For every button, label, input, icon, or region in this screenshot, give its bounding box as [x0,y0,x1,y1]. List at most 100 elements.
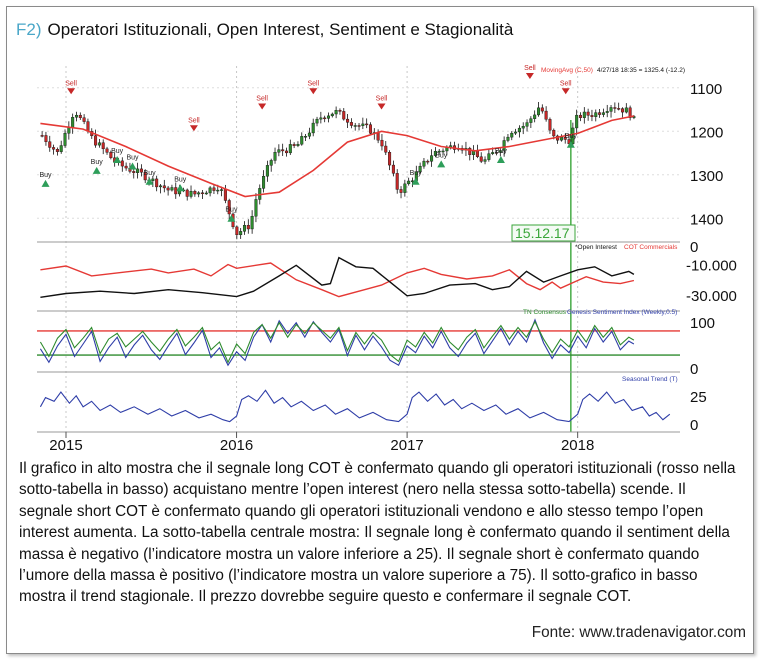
price-candle [403,183,407,193]
price-candle [494,152,498,154]
price-candle [105,148,109,153]
price-candle [155,178,159,188]
sell-signal-label: Sell [524,65,536,72]
price-tick-label: 1400 [690,211,723,228]
price-candle [502,140,506,151]
buy-signal-label: Buy [435,152,448,159]
price-candle [334,109,338,115]
price-candle [319,117,323,120]
sell-signal-label: Sell [65,80,77,87]
cot-tick-label: -10.000 [686,257,737,274]
price-candle [63,133,67,146]
price-candle [613,107,617,109]
price-tick-label: 1300 [690,168,723,185]
buy-signal-marker [92,166,101,174]
sell-signal-label: Sell [307,80,319,87]
x-tick-label: 2016 [220,437,253,454]
price-candle [430,155,434,162]
price-candle [578,114,582,118]
cot-panel: *Open Interest COT Commercials [40,244,678,298]
price-candle [52,147,56,150]
price-candle [357,125,361,127]
axes: 14001300120011000-10.000-30.000100025020… [37,81,737,454]
price-candle [445,147,449,152]
price-candle [491,152,495,154]
price-candle [151,178,155,181]
price-candle [506,136,510,141]
price-candle [433,150,437,156]
price-candle [368,124,372,134]
price-candle [388,152,392,166]
price-candle [193,191,197,195]
price-candle [426,160,430,163]
price-candle [265,165,269,177]
buy-signal-marker [41,179,50,187]
cot-commercials-legend: COT Commercials [624,244,678,251]
price-candle [94,135,98,146]
price-candle [475,150,479,157]
seasonal-trend-legend: Seasonal Trend (T) [622,376,678,383]
seasonal-panel: Seasonal Trend (T) [39,376,678,423]
price-candle [242,225,246,232]
cot-commercials-line [40,262,635,298]
price-candle [514,131,518,134]
buy-signal-marker [566,140,575,148]
price-candle [441,150,445,153]
price-candle [136,168,140,173]
price-candle [239,231,243,236]
price-candle [540,107,544,112]
figure-source: Fonte: www.tradenavigator.com [531,624,746,641]
sell-signal-marker [377,103,386,110]
price-candle [109,152,113,159]
sell-signal-label: Sell [560,80,572,87]
price-candle [246,225,250,230]
price-candle [204,192,208,195]
price-candle [517,127,521,133]
price-candle [82,117,86,122]
price-candle [582,111,586,118]
seasonal-trend-line [39,389,671,423]
figure-label: F2) [16,20,42,39]
buy-signal-marker [145,177,154,185]
price-candle [139,168,143,173]
price-candle [254,199,258,217]
buy-signal-label: Buy [565,133,578,140]
price-candle [384,145,388,153]
figure-title-text: Operatori Istituzionali, Open Interest, … [47,20,514,39]
moving-avg-label: MovingAvg (C,50) [541,67,593,74]
price-candle [533,114,537,119]
price-tick-label: 1200 [690,124,723,141]
price-candle [300,136,304,145]
cursor-date-box: 15.12.17 [511,224,576,242]
price-candle [529,118,533,123]
price-candle [525,122,529,127]
price-candle [498,150,502,153]
price-candle [166,187,170,191]
buy-signal-marker [176,184,185,192]
sell-signal-label: Sell [188,117,200,124]
sell-signal-marker [189,125,198,132]
price-candle [563,137,567,140]
buy-signal-marker [113,156,122,163]
price-candle [315,118,319,124]
price-candle [143,172,147,181]
price-candle [281,149,285,152]
price-candle [594,112,598,117]
price-candle [223,189,227,201]
buy-signal-label: Buy [91,159,104,166]
price-candle [250,215,254,230]
price-candle [197,192,201,195]
price-candle [605,111,609,113]
price-candle [548,119,552,131]
price-candle [185,189,189,197]
price-candle [601,112,605,115]
price-candle [567,139,571,144]
sell-signal-marker [525,73,534,80]
buy-signal-marker [437,160,446,168]
cursor-date-label: 15.12.17 [515,225,570,241]
price-candle [326,115,330,119]
sentiment-panel: TN Consensus Genesis Sentiment Index (Wee… [37,309,680,367]
x-tick-label: 2017 [390,437,423,454]
price-candle [422,160,426,167]
price-candle [487,153,491,160]
